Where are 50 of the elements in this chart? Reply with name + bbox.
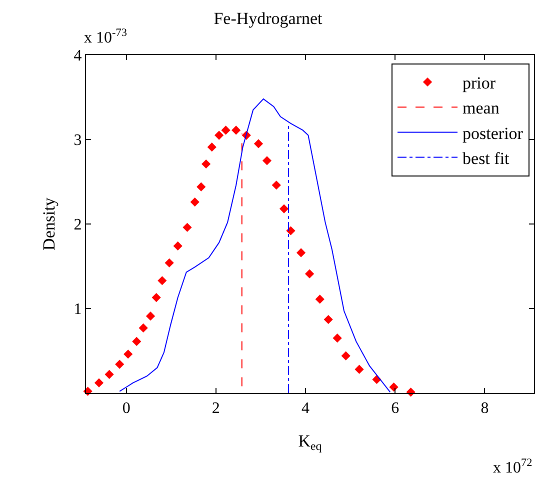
point (146, 312, 156, 321)
point (104, 370, 114, 379)
text: x 10$^{-73}$ (84, 27, 128, 47)
point (196, 182, 206, 192)
legend-label: mean (462, 98, 500, 118)
point (305, 269, 314, 278)
point (214, 130, 224, 140)
point (173, 241, 182, 251)
point (132, 336, 142, 346)
point (315, 294, 324, 304)
point (272, 180, 281, 190)
point (221, 126, 230, 135)
point (341, 351, 350, 360)
x-tick-label: 6 (391, 400, 400, 418)
text: x 10$^{72}$ (493, 457, 532, 477)
x-axis-title: K$_{eq}$ (298, 432, 322, 454)
x-tick-label: 2 (212, 400, 220, 418)
point (332, 334, 342, 343)
y-tick-label: 1 (74, 301, 82, 318)
point (286, 226, 296, 236)
point (354, 364, 364, 374)
y-tick-label: 3 (74, 132, 82, 150)
legend-label: best fit (462, 148, 510, 168)
point (254, 139, 264, 148)
point (232, 126, 241, 135)
point (182, 222, 192, 232)
point (324, 314, 333, 324)
point (190, 197, 200, 207)
y-axis-title: Density (39, 197, 58, 250)
point (296, 248, 306, 258)
point (207, 142, 216, 152)
x-tick-label: 8 (480, 400, 489, 418)
y-tick-label: 2 (74, 216, 82, 234)
y-tick-label: 4 (74, 48, 82, 65)
point (164, 258, 174, 268)
legend-label: posterior (462, 124, 524, 143)
legend-label: prior (462, 74, 496, 93)
point (115, 360, 124, 369)
point (389, 382, 398, 392)
x-tick-label: 0 (122, 400, 130, 418)
point (279, 204, 289, 214)
point (152, 292, 161, 302)
point (158, 276, 167, 286)
point (202, 159, 211, 169)
chart-title: Fe-Hydrogarnet (214, 9, 323, 28)
point (124, 350, 133, 359)
x-tick-label: 4 (302, 400, 310, 418)
point (262, 156, 272, 166)
point (138, 323, 148, 332)
point (94, 378, 104, 388)
